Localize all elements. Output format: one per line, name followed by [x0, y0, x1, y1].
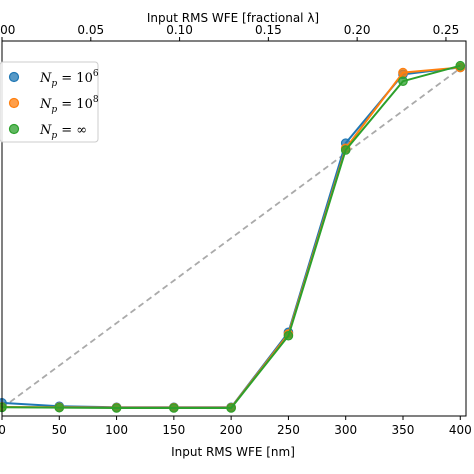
x-tick-label: 100	[105, 423, 128, 437]
data-point	[54, 402, 65, 413]
axes-layer: 0 50 100 150 200 250 300 350 400 0.00 0.05 0.10 0.15…	[0, 23, 472, 437]
x2-tick-label: 0.10	[166, 23, 193, 37]
x-tick-label: 50	[52, 423, 67, 437]
data-point	[340, 145, 351, 155]
reference-line-layer	[1, 63, 467, 409]
legend: Np = 106 Np = 108 Np = ∞	[0, 61, 99, 143]
x2-tick-label: 0.20	[344, 23, 371, 37]
data-point	[455, 60, 466, 71]
series-2	[0, 60, 466, 413]
x2-tick-label: 0.15	[255, 23, 282, 37]
x-tick-label: 200	[220, 423, 243, 437]
x-tick-label: 300	[334, 423, 357, 437]
legend-marker	[8, 71, 20, 83]
x-axis-title: Input RMS WFE [nm]	[171, 445, 295, 459]
legend-entry: Np = 106	[39, 69, 99, 89]
legend-entry: Np = ∞	[39, 123, 87, 141]
data-point	[283, 330, 294, 341]
data-point	[169, 403, 179, 413]
x2-tick-label: 0.25	[433, 23, 460, 37]
data-point	[0, 402, 7, 413]
x-tick-label: 250	[277, 423, 300, 437]
legend-box	[0, 61, 99, 143]
data-point	[398, 67, 408, 78]
reference-dashed-line	[1, 63, 467, 409]
x-tick-label: 150	[162, 423, 185, 437]
x2-tick-label: 0.00	[0, 23, 15, 37]
legend-marker	[8, 97, 20, 109]
legend-entry: Np = 108	[39, 95, 99, 115]
legend-marker	[8, 123, 20, 135]
data-point	[111, 403, 122, 413]
axes-frame	[1, 40, 467, 417]
series-layer	[0, 60, 466, 413]
data-point	[226, 403, 236, 413]
x-tick-label: 350	[392, 423, 415, 437]
x-tick-label: 400	[449, 423, 472, 437]
x-tick-label: 0	[0, 423, 6, 437]
x2-tick-label: 0.05	[77, 23, 104, 37]
data-point	[398, 76, 408, 86]
x2-axis-title: Input RMS WFE [fractional λ]	[147, 11, 319, 25]
